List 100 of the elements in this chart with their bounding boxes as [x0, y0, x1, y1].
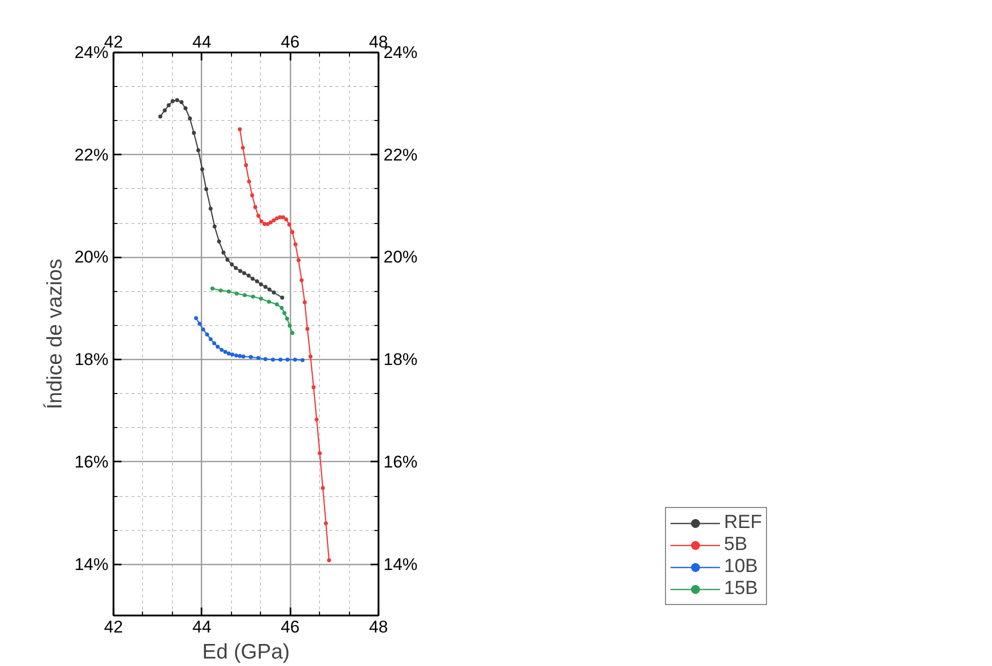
- legend-label: 15B: [724, 578, 758, 600]
- point: [250, 193, 254, 198]
- y2-tick-label: 20%: [384, 248, 418, 267]
- point: [293, 242, 298, 246]
- point: [300, 278, 304, 282]
- point: [290, 230, 294, 234]
- point: [196, 148, 200, 152]
- point: [201, 327, 206, 332]
- point: [286, 358, 290, 362]
- point: [253, 205, 258, 210]
- point: [287, 222, 292, 226]
- point: [240, 146, 245, 150]
- point: [200, 167, 204, 172]
- legend-label: REF: [724, 512, 762, 534]
- point: [251, 294, 256, 299]
- point: [242, 293, 247, 298]
- point: [223, 350, 228, 354]
- point: [226, 351, 231, 356]
- point: [274, 216, 279, 220]
- point: [217, 239, 222, 244]
- point: [300, 358, 305, 362]
- point: [244, 163, 248, 168]
- y-tick-label: 14%: [74, 554, 109, 574]
- x-axis-title: Ed (GPa): [202, 640, 290, 664]
- point: [220, 348, 224, 352]
- point: [208, 206, 213, 211]
- x2-tick-label: 44: [192, 618, 212, 636]
- legend-label: 10B: [724, 556, 758, 578]
- point: [241, 354, 246, 359]
- x-tick-label: 46: [280, 32, 300, 52]
- y-tick-label: 22%: [74, 145, 109, 164]
- point: [263, 357, 268, 362]
- point: [296, 258, 301, 262]
- point: [246, 274, 251, 278]
- point: [278, 358, 282, 362]
- point: [274, 302, 279, 306]
- point: [267, 287, 272, 292]
- point: [305, 326, 310, 331]
- y-tick-label: 18%: [74, 350, 109, 370]
- point: [234, 292, 239, 296]
- point: [290, 330, 294, 335]
- point: [208, 337, 213, 342]
- point: [242, 271, 246, 276]
- point: [170, 99, 175, 104]
- point: [278, 215, 282, 220]
- point: [324, 521, 328, 526]
- point: [259, 296, 264, 301]
- point: [293, 358, 298, 362]
- point: [218, 288, 223, 292]
- point: [288, 324, 292, 328]
- point: [302, 300, 307, 304]
- point: [234, 266, 238, 270]
- point: [212, 341, 216, 346]
- point: [270, 358, 275, 362]
- point: [268, 220, 273, 224]
- y2-tick-label: 14%: [384, 554, 418, 574]
- point: [327, 558, 332, 562]
- point: [256, 356, 260, 360]
- x2-tick-label: 48: [369, 618, 388, 636]
- point: [216, 344, 220, 349]
- point: [188, 116, 192, 121]
- point: [314, 417, 319, 422]
- point: [183, 106, 188, 110]
- point: [192, 130, 196, 135]
- point: [248, 355, 253, 360]
- y2-tick-label: 16%: [384, 452, 418, 472]
- y-tick-label: 20%: [74, 248, 109, 267]
- point: [238, 269, 242, 274]
- point: [308, 354, 312, 359]
- y-tick-label: 16%: [74, 452, 109, 472]
- point: [175, 98, 180, 102]
- point: [266, 300, 271, 304]
- point: [204, 187, 208, 192]
- point: [225, 258, 230, 262]
- point: [250, 276, 255, 281]
- point: [230, 262, 234, 266]
- point: [238, 354, 242, 358]
- x2-tick-label: 42: [104, 618, 123, 636]
- point: [285, 316, 290, 321]
- point: [166, 103, 171, 108]
- point: [272, 218, 276, 222]
- point: [312, 385, 316, 390]
- point: [234, 354, 238, 358]
- point: [318, 451, 322, 456]
- point: [162, 108, 167, 112]
- point: [194, 316, 198, 320]
- point: [205, 332, 210, 337]
- y-axis-title: Índice de vazios: [42, 258, 66, 410]
- point: [272, 290, 276, 295]
- point: [259, 219, 264, 224]
- y2-tick-label: 22%: [384, 145, 418, 164]
- point: [247, 179, 252, 184]
- point: [180, 100, 184, 104]
- point: [280, 296, 284, 300]
- point: [198, 322, 202, 326]
- point: [238, 127, 242, 132]
- y2-tick-label: 18%: [384, 350, 418, 370]
- point: [256, 214, 260, 218]
- point: [212, 224, 217, 229]
- point: [158, 114, 162, 118]
